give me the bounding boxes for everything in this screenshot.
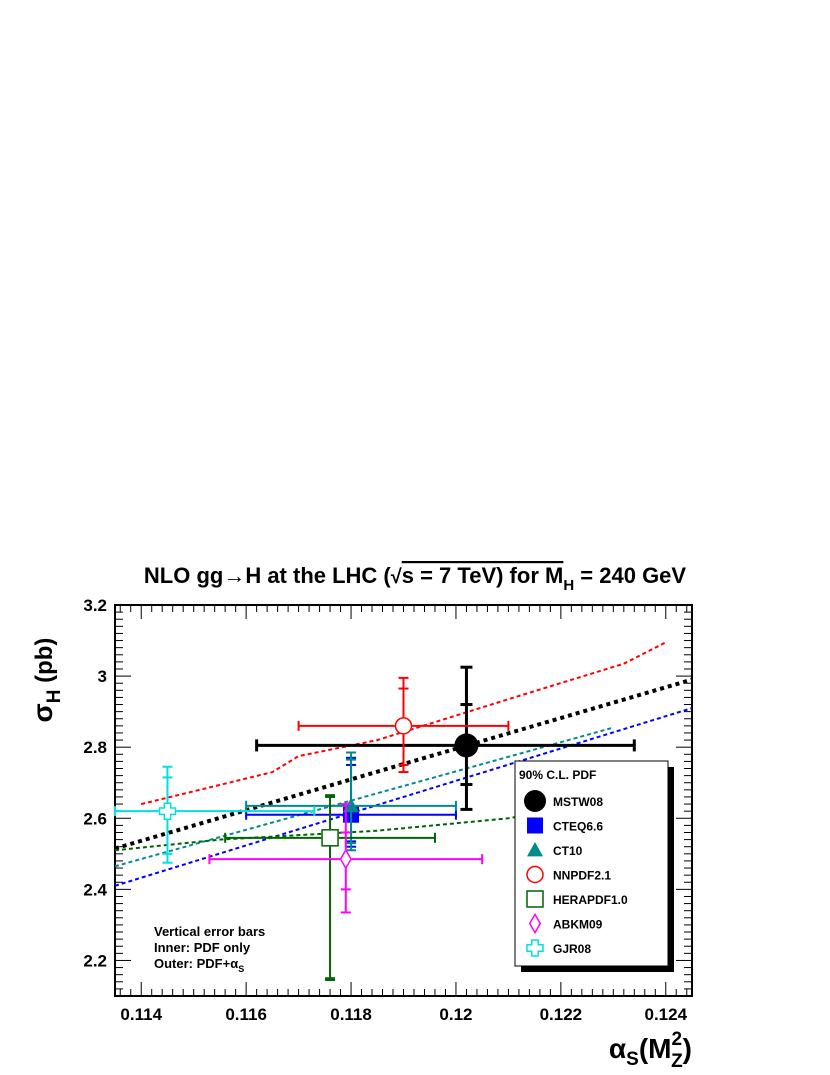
- point-mstw08: [255, 665, 636, 811]
- legend-entry-herapdf1-0: HERAPDF1.0: [526, 890, 628, 908]
- y-tick-label: 3: [98, 667, 107, 686]
- legend-label: GJR08: [553, 942, 591, 956]
- legend-label: ABKM09: [553, 918, 603, 932]
- marker-bg: [339, 848, 352, 870]
- x-tick-label: 0.124: [644, 1005, 687, 1024]
- marker-abkm09: [339, 848, 352, 870]
- legend-label: NNPDF2.1: [553, 869, 611, 883]
- annotation-line-1: Vertical error bars: [154, 924, 265, 939]
- point-gjr08: [114, 765, 316, 864]
- legend-label: HERAPDF1.0: [553, 893, 628, 907]
- x-tick-label: 0.116: [225, 1005, 267, 1024]
- annotation-line-3: Outer: PDF+αS: [154, 956, 244, 974]
- axis-ticks: [115, 604, 692, 997]
- x-tick-label: 0.114: [120, 1005, 162, 1024]
- legend-marker-mstw08: [524, 790, 546, 812]
- x-axis-label: αS(M2 Z): [609, 1029, 692, 1072]
- legend-label: MSTW08: [553, 795, 603, 809]
- y-axis-label: σH (pb): [27, 638, 65, 723]
- marker-bg: [321, 829, 339, 847]
- point-herapdf1-0: [224, 794, 436, 982]
- annotation-line-2: Inner: PDF only: [154, 940, 251, 955]
- y-tick-label: 3.2: [83, 596, 107, 615]
- fit-line-nnpdf2-1: [140, 641, 667, 806]
- marker-ct10: [343, 797, 360, 813]
- marker-gjr08: [158, 802, 177, 820]
- legend-label: CT10: [553, 844, 583, 858]
- y-tick-label: 2.2: [83, 951, 107, 970]
- y-tick-label: 2.8: [83, 738, 107, 757]
- legend-entry-mstw08: MSTW08: [524, 790, 603, 812]
- legend-marker-abkm09: [528, 912, 542, 935]
- x-tick-label: 0.122: [540, 1005, 583, 1024]
- y-tick-label: 2.4: [83, 880, 107, 899]
- fit-line-cteq6-6: [114, 707, 693, 887]
- legend-entry-gjr08: GJR08: [526, 939, 591, 957]
- legend-label: CTEQ6.6: [553, 820, 603, 834]
- y-tick-label: 2.6: [83, 809, 107, 828]
- point-nnpdf2-1: [297, 676, 510, 774]
- legend-marker-nnpdf2-1: [526, 865, 544, 884]
- point-abkm09: [208, 803, 484, 914]
- marker-herapdf1-0: [321, 829, 339, 847]
- x-tick-label: 0.12: [439, 1005, 472, 1024]
- legend-entry-nnpdf2-1: NNPDF2.1: [526, 865, 611, 884]
- marker-bg: [158, 802, 177, 820]
- legend-marker-cteq6-6: [527, 817, 543, 834]
- point-ct10: [245, 751, 457, 852]
- chart-title: NLO gg→H at the LHC (√s = 7 TeV) for MH …: [144, 563, 687, 594]
- legend-entry-ct10: CT10: [527, 842, 583, 858]
- legend-entry-cteq6-6: CTEQ6.6: [527, 817, 603, 834]
- x-tick-label: 0.118: [330, 1005, 372, 1024]
- fit-line-ct10: [114, 726, 614, 868]
- axis-tick-labels: 0.114 0.116 0.118 0.12 0.122 0.124 2.2 2.4 2.6 2.…: [83, 596, 687, 1024]
- legend-marker-ct10: [527, 842, 543, 857]
- legend-marker-herapdf1-0: [526, 890, 544, 908]
- marker-nnpdf2-1: [394, 717, 413, 735]
- legend-entry-abkm09: ABKM09: [528, 912, 603, 935]
- error-bar-annotation: Vertical error bars Inner: PDF only Oute…: [154, 924, 265, 974]
- legend: 90% C.L. PDF MSTW08 CTEQ6.6 CT10 NNPDF2.1 HE…: [514, 760, 674, 972]
- marker-mstw08: [454, 733, 479, 758]
- legend-marker-gjr08: [526, 939, 544, 957]
- legend-title: 90% C.L. PDF: [519, 768, 596, 782]
- data-points: [114, 665, 636, 982]
